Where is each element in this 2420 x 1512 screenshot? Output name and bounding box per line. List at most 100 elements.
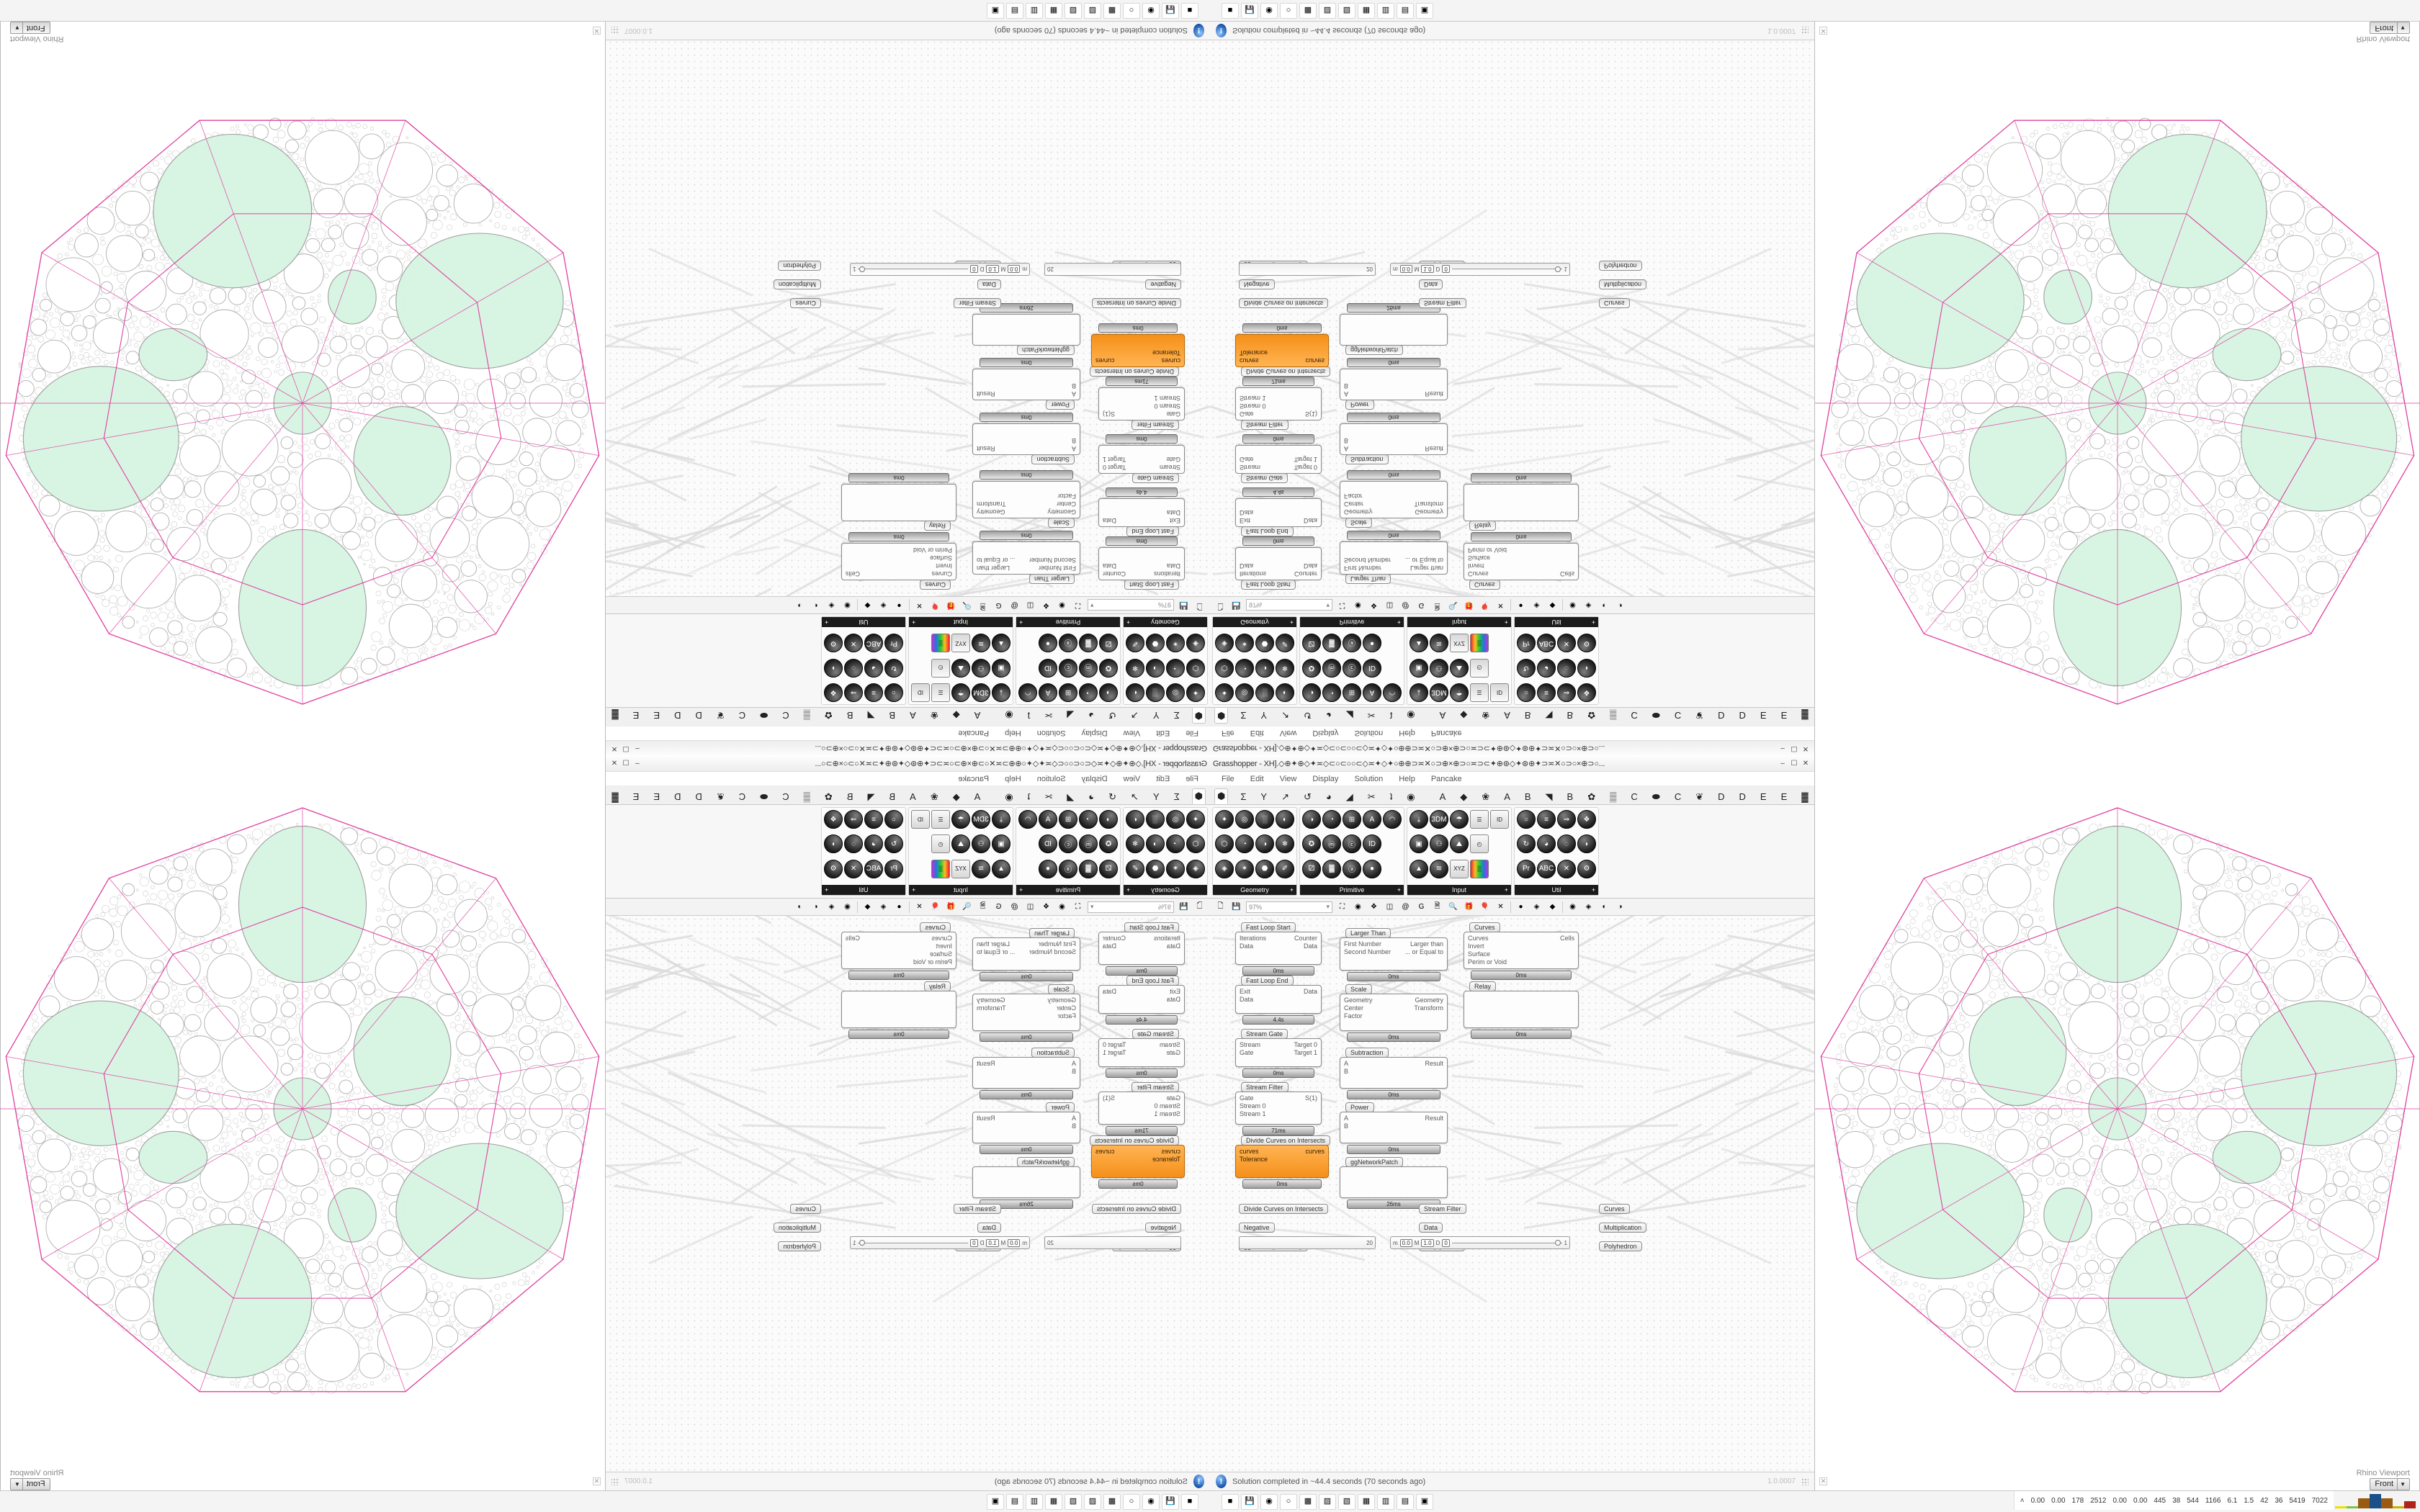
component-icon[interactable]: ⓒ: [1059, 834, 1077, 854]
ribbon-group-label[interactable]: Util: [822, 885, 905, 895]
close-button[interactable]: ✕: [611, 760, 618, 768]
component-icon[interactable]: ⓜ: [1322, 834, 1341, 854]
taskbar-app-icon[interactable]: ▦: [1358, 2, 1375, 19]
component-input[interactable]: Factor: [1057, 1012, 1076, 1020]
ribbon-tab-left-8[interactable]: ʇ: [1389, 710, 1393, 721]
component-output[interactable]: Target 1: [1294, 456, 1317, 463]
gh-component[interactable]: Curves Cells Invert Surface Perim or Void: [1464, 543, 1579, 580]
component-input[interactable]: B: [1071, 437, 1076, 444]
component-icon[interactable]: ✕: [844, 634, 863, 653]
component-input[interactable]: curves: [1240, 357, 1259, 364]
ribbon-tab-left-0[interactable]: ⬢: [1214, 708, 1229, 724]
component-icon[interactable]: ◔: [1322, 810, 1341, 829]
taskbar-app-icon[interactable]: ▤: [1397, 1493, 1414, 1510]
node-canvas[interactable]: Fast Loop Start Iterations Counter Data Data…: [606, 40, 1210, 596]
ribbon-tab-left-1[interactable]: Σ: [1240, 710, 1247, 721]
gh-component[interactable]: Exit Data Data: [1235, 985, 1322, 1014]
ribbon-tab-right-1[interactable]: ◆: [1460, 791, 1468, 802]
gh-component[interactable]: A Result B: [1340, 1057, 1448, 1089]
component-output[interactable]: Geometry: [1415, 508, 1443, 516]
component-icon[interactable]: ▒: [931, 634, 950, 653]
ribbon-tab-left-5[interactable]: ◕: [1325, 791, 1332, 802]
ribbon-tab-left-6[interactable]: ◢: [1345, 710, 1353, 721]
ribbon-group-label[interactable]: Geometry: [1213, 617, 1296, 627]
ribbon-tab-right-2[interactable]: ❀: [1482, 710, 1490, 721]
taskbar-app-icon[interactable]: ▤: [1006, 1493, 1023, 1510]
taskbar-app-icon[interactable]: ▣: [1416, 2, 1433, 19]
menu-item-help[interactable]: Help: [1399, 774, 1415, 783]
component-icon[interactable]: ▲: [1410, 859, 1428, 878]
gh-component[interactable]: Stream Target 0 Gate Target 1: [1098, 445, 1185, 474]
close-button[interactable]: ✕: [611, 744, 618, 752]
ribbon-tab-right-15[interactable]: E: [653, 791, 660, 802]
component-icon[interactable]: ⊞: [1343, 683, 1361, 702]
zoom-level-input[interactable]: 97% ▾: [1246, 599, 1332, 611]
gh-component[interactable]: [1340, 314, 1448, 346]
component-icon[interactable]: ID: [1363, 658, 1381, 678]
component-input[interactable]: Second Number: [1344, 557, 1392, 564]
component-icon[interactable]: ●: [1039, 634, 1057, 653]
component-output[interactable]: Larger than: [1410, 940, 1443, 948]
ribbon-group-label[interactable]: Primitive: [1300, 885, 1404, 895]
color-orange-icon[interactable]: ◐: [1602, 601, 1607, 609]
component-input[interactable]: Stream: [1159, 1041, 1180, 1048]
component-icon[interactable]: ↻: [884, 834, 903, 854]
component-output[interactable]: Target 1: [1103, 1049, 1126, 1056]
node-canvas[interactable]: Fast Loop Start Iterations Counter Data Data…: [606, 916, 1210, 1472]
component-icon[interactable]: Pr: [884, 634, 903, 653]
ribbon-panels[interactable]: ✦ ⬡ ◈ ◎ ◔ ✶ ░ ◑ ⬣ ◐ ❄ ✐ Geometry ◑ ✪ ⚂ ◔ ⓜ ▓ ⊞ ⓒ ⓐ A ID ● ◠ Primit…: [1210, 613, 1814, 707]
component-icon[interactable]: ABC: [1537, 859, 1556, 878]
component-input[interactable]: B: [1071, 382, 1076, 390]
ribbon-tab-left-4[interactable]: ↺: [1303, 791, 1312, 802]
preview-shaded-icon[interactable]: ●: [1518, 601, 1523, 609]
search-icon[interactable]: 🔍: [1448, 903, 1458, 911]
package-icon[interactable]: 🎁: [1464, 903, 1474, 911]
component-icon[interactable]: ↻: [1517, 834, 1536, 854]
ribbon-tab-right-9[interactable]: C: [1631, 710, 1638, 721]
component-input[interactable]: A: [1071, 1060, 1076, 1067]
package-icon[interactable]: 🎁: [946, 903, 956, 911]
rhino-viewport[interactable]: ✕ Rhino Viewport Front ▼: [1815, 756, 2420, 1490]
ribbon-tab-right-17[interactable]: ▓: [611, 710, 619, 721]
ribbon-tab-left-8[interactable]: ʇ: [1027, 791, 1031, 802]
taskbar-app-icon[interactable]: ▨: [1084, 1493, 1101, 1510]
cluster-icon[interactable]: ✕: [916, 601, 923, 609]
component-icon[interactable]: ✐: [1126, 634, 1144, 653]
bake-icon[interactable]: ❖: [1371, 601, 1377, 609]
component-icon[interactable]: ⓐ: [1343, 859, 1361, 878]
component-icon[interactable]: ≋: [1430, 859, 1448, 878]
taskbar-app-icon[interactable]: ■: [1181, 2, 1198, 19]
ribbon-tab-right-3[interactable]: A: [1504, 791, 1510, 802]
component-icon[interactable]: ▲: [992, 634, 1010, 653]
gh-component[interactable]: Geometry Geometry Center Transform Factor: [1340, 994, 1448, 1031]
component-icon[interactable]: ○: [884, 683, 903, 702]
component-icon[interactable]: ◐: [1276, 683, 1294, 702]
gh-component[interactable]: Iterations Counter Data Data: [1098, 932, 1185, 965]
ribbon-group-label[interactable]: Primitive: [1016, 617, 1120, 627]
ribbon-tab-left-2[interactable]: Υ: [1152, 710, 1160, 721]
menu-item-pancake[interactable]: Pancake: [1430, 729, 1462, 738]
cluster-icon[interactable]: ✕: [1497, 601, 1504, 609]
component-icon[interactable]: ☂: [1450, 810, 1469, 829]
taskbar-app-icon[interactable]: ▧: [1338, 2, 1355, 19]
component-icon[interactable]: ☰: [931, 810, 950, 829]
component-output[interactable]: Geometry: [977, 996, 1005, 1004]
slider-track[interactable]: [858, 266, 969, 273]
gh-component[interactable]: [1464, 484, 1579, 521]
ribbon-tab-left-3[interactable]: ↗: [1131, 791, 1139, 802]
component-icon[interactable]: ⛰: [951, 658, 970, 678]
ribbon-tab-right-0[interactable]: A: [974, 710, 981, 721]
component-icon[interactable]: 3DM: [1430, 683, 1448, 702]
component-input[interactable]: Stream: [1240, 464, 1261, 471]
component-input[interactable]: A: [1071, 1115, 1076, 1122]
ribbon-tab-left-2[interactable]: Υ: [1152, 791, 1160, 802]
gh-component[interactable]: Curves Cells Invert Surface Perim or Void: [1464, 932, 1579, 969]
component-input[interactable]: Surface: [1468, 554, 1491, 562]
component-icon[interactable]: ◐: [1126, 810, 1144, 829]
ribbon-tab-left-9[interactable]: ◉: [1005, 791, 1013, 802]
new-file-icon[interactable]: 🗋: [1196, 602, 1203, 610]
ribbon-group-label[interactable]: Primitive: [1300, 617, 1404, 627]
component-icon[interactable]: ⬡: [1186, 658, 1205, 678]
preview-shaded-icon[interactable]: ●: [1518, 903, 1523, 911]
component-icon[interactable]: ◔: [1166, 834, 1185, 854]
